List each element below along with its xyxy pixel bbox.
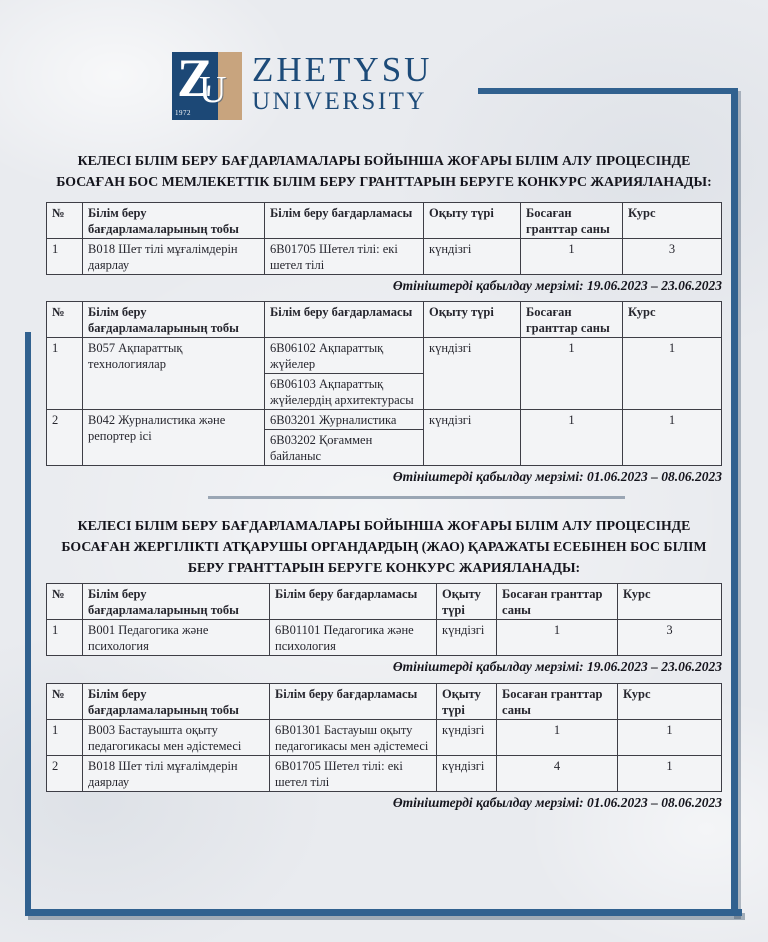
- grants-table-4: № Білім беру бағдарламаларының тобы Білі…: [46, 683, 722, 792]
- header-course: Курс: [622, 202, 722, 239]
- frame-top-line: [478, 88, 738, 94]
- logo-zu-mark: Z U 1972: [172, 48, 242, 120]
- header-program: Білім беру бағдарламасы: [269, 583, 437, 620]
- cell-grants: 4: [496, 755, 618, 792]
- header-program: Білім беру бағдарламасы: [264, 202, 424, 239]
- cell-number: 2: [46, 409, 83, 466]
- cell-grants: 1: [496, 719, 618, 756]
- table-row: 2 В042 Журналистика және репортер ісі 6В…: [46, 409, 722, 466]
- cell-group: В003 Бастауышта оқыту педагогикасы мен ә…: [82, 719, 270, 756]
- university-logo: Z U 1972 ZHETYSU UNIVERSITY: [172, 48, 433, 120]
- table-row: 2 В018 Шет тілі мұғалімдерін даярлау 6В0…: [46, 755, 722, 792]
- header-study-form: Оқыту түрі: [423, 301, 521, 338]
- cell-study-form: күндізгі: [423, 337, 521, 410]
- cell-program: 6В03201 Журналистика: [264, 409, 424, 430]
- application-period-note-4: Өтініштерді қабылдау мерзімі: 01.06.2023…: [392, 795, 722, 810]
- header-course: Курс: [617, 583, 722, 620]
- header-course: Курс: [617, 683, 722, 720]
- logo-letter-u: U: [199, 69, 227, 111]
- announcement-heading-2: КЕЛЕСІ БІЛІМ БЕРУ БАҒДАРЛАМАЛАРЫ БОЙЫНША…: [61, 518, 707, 575]
- cell-group: В057 Ақпараттық технологиялар: [82, 337, 265, 410]
- cell-group: В018 Шет тілі мұғалімдерін даярлау: [82, 238, 265, 275]
- logo-year: 1972: [175, 109, 191, 117]
- header-program: Білім беру бағдарламасы: [264, 301, 424, 338]
- table-row: 1 В018 Шет тілі мұғалімдерін даярлау 6В0…: [46, 238, 722, 275]
- header-number: №: [46, 583, 83, 620]
- header-program-group: Білім беру бағдарламаларының тобы: [82, 583, 270, 620]
- cell-number: 1: [46, 719, 83, 756]
- cell-program: 6В01101 Педагогика және психология: [269, 619, 437, 656]
- header-program-group: Білім беру бағдарламаларының тобы: [82, 202, 265, 239]
- cell-course: 1: [622, 337, 722, 410]
- cell-number: 1: [46, 337, 83, 410]
- table-subrow: 6В03202 Қоғаммен байланыс: [47, 429, 722, 466]
- cell-number: 1: [46, 619, 83, 656]
- table-row: 1 В001 Педагогика және психология 6В0110…: [46, 619, 722, 656]
- frame-left-line: [25, 332, 31, 916]
- cell-study-form: күндізгі: [423, 238, 521, 275]
- announcement-heading-1: КЕЛЕСІ БІЛІМ БЕРУ БАҒДАРЛАМАЛАРЫ БОЙЫНША…: [56, 153, 712, 189]
- header-number: №: [46, 202, 83, 239]
- cell-program: 6В01705 Шетел тілі: екі шетел тілі: [269, 755, 437, 792]
- cell-course: 1: [622, 409, 722, 466]
- logo-word-university: UNIVERSITY: [252, 88, 427, 115]
- cell-program: 6В01301 Бастауыш оқыту педагогикасы мен …: [269, 719, 437, 756]
- cell-study-form: күндізгі: [436, 619, 497, 656]
- application-period-note-1: Өтініштерді қабылдау мерзімі: 19.06.2023…: [392, 278, 722, 293]
- grants-table-1: № Білім беру бағдарламаларының тобы Білі…: [46, 202, 722, 275]
- table-header-row: № Білім беру бағдарламаларының тобы Білі…: [46, 683, 722, 720]
- header-study-form: Оқыту түрі: [436, 583, 497, 620]
- cell-grants: 1: [520, 238, 623, 275]
- table-row: 1 В057 Ақпараттық технологиялар 6В06102 …: [46, 337, 722, 410]
- cell-study-form: күндізгі: [436, 755, 497, 792]
- logo-word-zhetysu: ZHETYSU: [252, 50, 433, 89]
- logo-wordmark: ZHETYSU UNIVERSITY: [252, 50, 433, 116]
- cell-program: 6В01705 Шетел тілі: екі шетел тілі: [264, 238, 424, 275]
- header-program: Білім беру бағдарламасы: [269, 683, 437, 720]
- grants-table-2: № Білім беру бағдарламаларының тобы Білі…: [46, 301, 722, 466]
- cell-grants: 1: [520, 409, 623, 466]
- table-row: 1 В003 Бастауышта оқыту педагогикасы мен…: [46, 719, 722, 756]
- cell-number: 2: [46, 755, 83, 792]
- logo-navy-block: [172, 52, 218, 120]
- header-study-form: Оқыту түрі: [423, 202, 521, 239]
- cell-program: 6В03202 Қоғаммен байланыс: [264, 429, 424, 466]
- cell-group: В042 Журналистика және репортер ісі: [82, 409, 265, 466]
- header-vacant-grants: Босаған гранттар саны: [496, 683, 618, 720]
- cell-program: 6В06102 Ақпараттық жүйелер: [264, 337, 424, 374]
- header-program-group: Білім беру бағдарламаларының тобы: [82, 683, 270, 720]
- header-course: Курс: [622, 301, 722, 338]
- header-number: №: [46, 683, 83, 720]
- header-vacant-grants: Босаған гранттар саны: [520, 301, 623, 338]
- application-period-note-2: Өтініштерді қабылдау мерзімі: 01.06.2023…: [392, 469, 722, 484]
- cell-course: 3: [622, 238, 722, 275]
- cell-course: 1: [617, 719, 722, 756]
- logo-letter-z: Z: [177, 48, 214, 108]
- logo-tan-block: [218, 52, 242, 120]
- cell-grants: 1: [496, 619, 618, 656]
- header-number: №: [46, 301, 83, 338]
- application-period-note-3: Өтініштерді қабылдау мерзімі: 19.06.2023…: [392, 659, 722, 674]
- grants-table-3: № Білім беру бағдарламаларының тобы Білі…: [46, 583, 722, 656]
- frame-bottom-line: [25, 909, 742, 916]
- section-divider: [208, 496, 625, 499]
- cell-number: 1: [46, 238, 83, 275]
- header-program-group: Білім беру бағдарламаларының тобы: [82, 301, 265, 338]
- table-header-row: № Білім беру бағдарламаларының тобы Білі…: [46, 301, 722, 338]
- cell-course: 3: [617, 619, 722, 656]
- announcement-body: КЕЛЕСІ БІЛІМ БЕРУ БАҒДАРЛАМАЛАРЫ БОЙЫНША…: [46, 0, 722, 811]
- cell-group: В018 Шет тілі мұғалімдерін даярлау: [82, 755, 270, 792]
- header-study-form: Оқыту түрі: [436, 683, 497, 720]
- cell-study-form: күндізгі: [423, 409, 521, 466]
- table-header-row: № Білім беру бағдарламаларының тобы Білі…: [46, 202, 722, 239]
- header-vacant-grants: Босаған гранттар саны: [520, 202, 623, 239]
- cell-course: 1: [617, 755, 722, 792]
- cell-grants: 1: [520, 337, 623, 410]
- header-vacant-grants: Босаған гранттар саны: [496, 583, 618, 620]
- cell-group: В001 Педагогика және психология: [82, 619, 270, 656]
- cell-program: 6В06103 Ақпараттық жүйелердің архитектур…: [264, 373, 424, 410]
- cell-study-form: күндізгі: [436, 719, 497, 756]
- table-header-row: № Білім беру бағдарламаларының тобы Білі…: [46, 583, 722, 620]
- frame-right-line: [731, 88, 738, 916]
